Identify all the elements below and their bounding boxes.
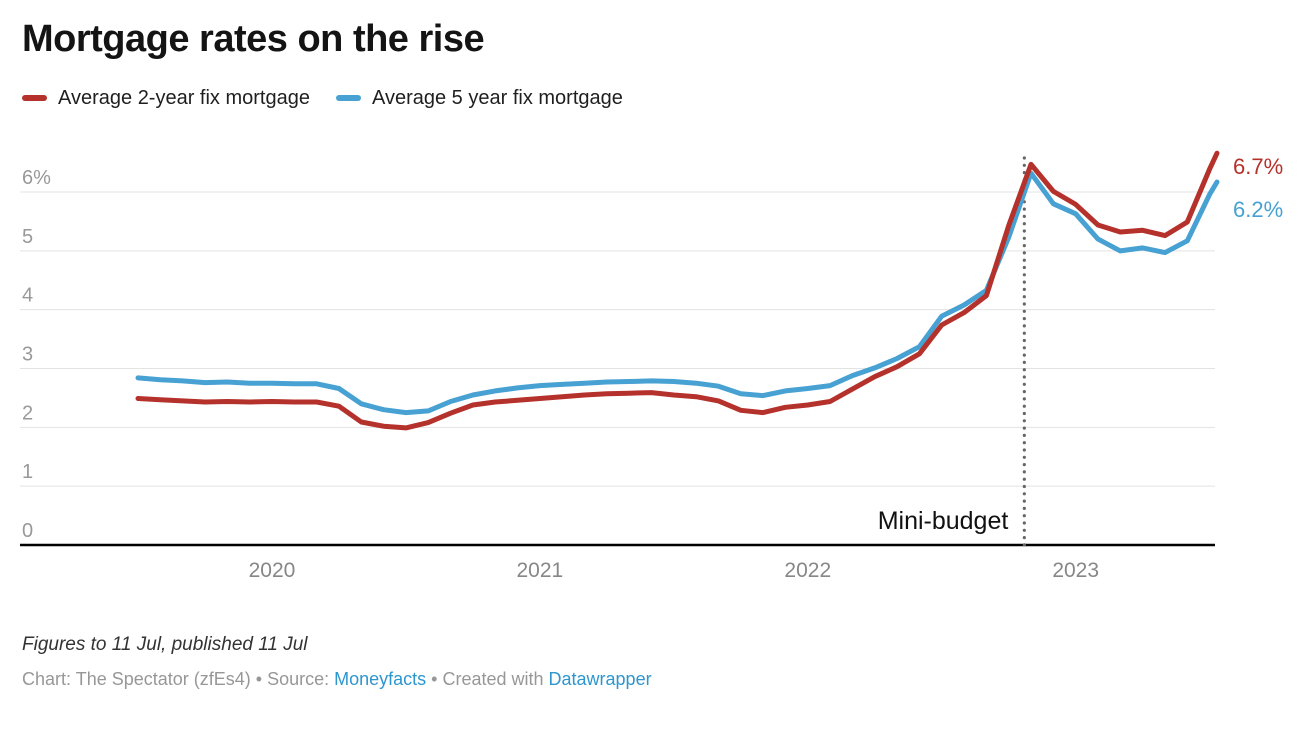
y-tick-label: 5 (22, 226, 33, 248)
y-tick-label: 4 (22, 285, 33, 307)
x-year-label: 2020 (249, 559, 296, 582)
y-tick-label: 3 (22, 344, 33, 366)
y-tick-label: 6% (22, 167, 51, 189)
byline: Chart: The Spectator (zfEs4) • Source: M… (22, 668, 1282, 690)
legend-dash-2yr-icon (22, 95, 47, 101)
end-label-2yr: 6.7% (1233, 154, 1283, 179)
datawrapper-link[interactable]: Datawrapper (548, 669, 652, 689)
x-year-label: 2021 (517, 559, 564, 582)
source-link[interactable]: Moneyfacts (334, 669, 427, 689)
legend-label-5yr: Average 5 year fix mortgage (371, 86, 623, 109)
byline-prefix: Chart: The Spectator (zfEs4) • Source: (22, 669, 335, 689)
line-chart: 0 1 2 3 4 5 6% 2020 2021 2022 2023 Mini-budget 6.7% 6… (20, 150, 1283, 582)
x-year-label: 2023 (1052, 559, 1099, 582)
legend-dash-5yr-icon (335, 95, 361, 101)
legend-label-2yr: Average 2-year fix mortgage (58, 86, 310, 109)
minibudget-label: Mini-budget (878, 507, 1009, 535)
chart-card: Mortgage rates on the rise Average 2-yea… (20, 18, 1283, 690)
y-tick-label: 2 (22, 402, 33, 424)
series-line-5yr (135, 170, 1220, 416)
legend-item-5yr: Average 5 year fix mortgage (335, 86, 623, 110)
legend-item-2yr: Average 2-year fix mortgage (22, 87, 310, 110)
x-year-label: 2022 (784, 559, 831, 582)
page-title: Mortgage rates on the rise (22, 18, 485, 60)
series-line-2yr (135, 150, 1220, 431)
y-tick-label: 0 (22, 520, 33, 542)
end-label-5yr: 6.2% (1233, 197, 1283, 222)
notes-text: Figures to 11 Jul, published 11 Jul (22, 634, 308, 655)
byline-middle: • Created with (426, 669, 549, 689)
legend: Average 2-year fix mortgage Average 5 ye… (22, 86, 1282, 110)
y-tick-label: 1 (22, 461, 33, 483)
